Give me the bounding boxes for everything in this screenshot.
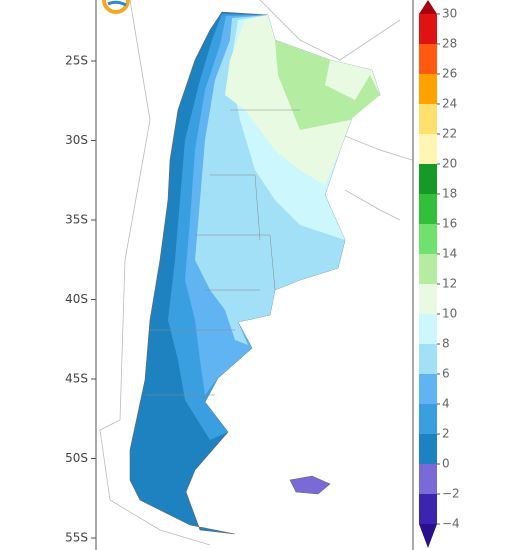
- logo-wave: [107, 0, 127, 7]
- colorbar-tick-label: 4: [442, 397, 450, 411]
- colorbar-segment: [419, 44, 437, 74]
- colorbar-tick-label: −4: [442, 517, 460, 531]
- colorbar-tick-label: 18: [442, 187, 457, 201]
- colorbar-segment: [419, 224, 437, 254]
- colorbar-tick-label: 24: [442, 97, 457, 111]
- colorbar-segment: [419, 464, 437, 494]
- lat-tick-label: 55S: [65, 531, 88, 545]
- colorbar-tick-label: 28: [442, 37, 457, 51]
- colorbar-tick-label: 10: [442, 307, 457, 321]
- colorbar-tick-label: 2: [442, 427, 450, 441]
- colorbar-segment: [419, 374, 437, 404]
- colorbar-extend-high: [419, 0, 437, 14]
- colorbar-tick-label: 26: [442, 67, 457, 81]
- falklands: [289, 475, 331, 495]
- lat-tick-label: 25S: [65, 54, 88, 68]
- colorbar-segment: [419, 14, 437, 44]
- lat-axis: 25S 30S 35S 40S 45S 50S 55S: [65, 54, 96, 545]
- colorbar-tick-label: 30: [442, 7, 457, 21]
- colorbar-tick-label: 6: [442, 367, 450, 381]
- borders: [99, 0, 413, 546]
- map: [99, 0, 413, 546]
- colorbar-tick-label: 12: [442, 277, 457, 291]
- lat-tick-label: 30S: [65, 133, 88, 147]
- province-lines: [145, 109, 300, 396]
- colorbar-segment: [419, 74, 437, 104]
- colorbar-segment: [419, 344, 437, 374]
- colorbar-segment: [419, 194, 437, 224]
- lat-tick-label: 35S: [65, 213, 88, 227]
- colorbar-tick-label: 22: [442, 127, 457, 141]
- colorbar-tick-label: 8: [442, 337, 450, 351]
- colorbar-tick-label: 20: [442, 157, 457, 171]
- colorbar-tick-label: −2: [442, 487, 460, 501]
- colorbar-segment: [419, 104, 437, 134]
- region-12-14: [275, 40, 380, 130]
- colorbar-tick-label: 0: [442, 457, 450, 471]
- colorbar-segment: [419, 494, 437, 524]
- lat-tick-label: 45S: [65, 372, 88, 386]
- colorbar-segment: [419, 254, 437, 284]
- colorbar-segment: [419, 314, 437, 344]
- colorbar-segment: [419, 284, 437, 314]
- lat-tick-label: 40S: [65, 292, 88, 306]
- lat-tick-label: 50S: [65, 451, 88, 465]
- colorbar-segment: [419, 164, 437, 194]
- logo: [102, 0, 130, 14]
- colorbar-tick-label: 14: [442, 247, 457, 261]
- colorbar-extend-low: [419, 524, 437, 548]
- colorbar-segment: [419, 134, 437, 164]
- colorbar-segment: [419, 434, 437, 464]
- colorbar-tick-label: 16: [442, 217, 457, 231]
- colorbar-segment: [419, 404, 437, 434]
